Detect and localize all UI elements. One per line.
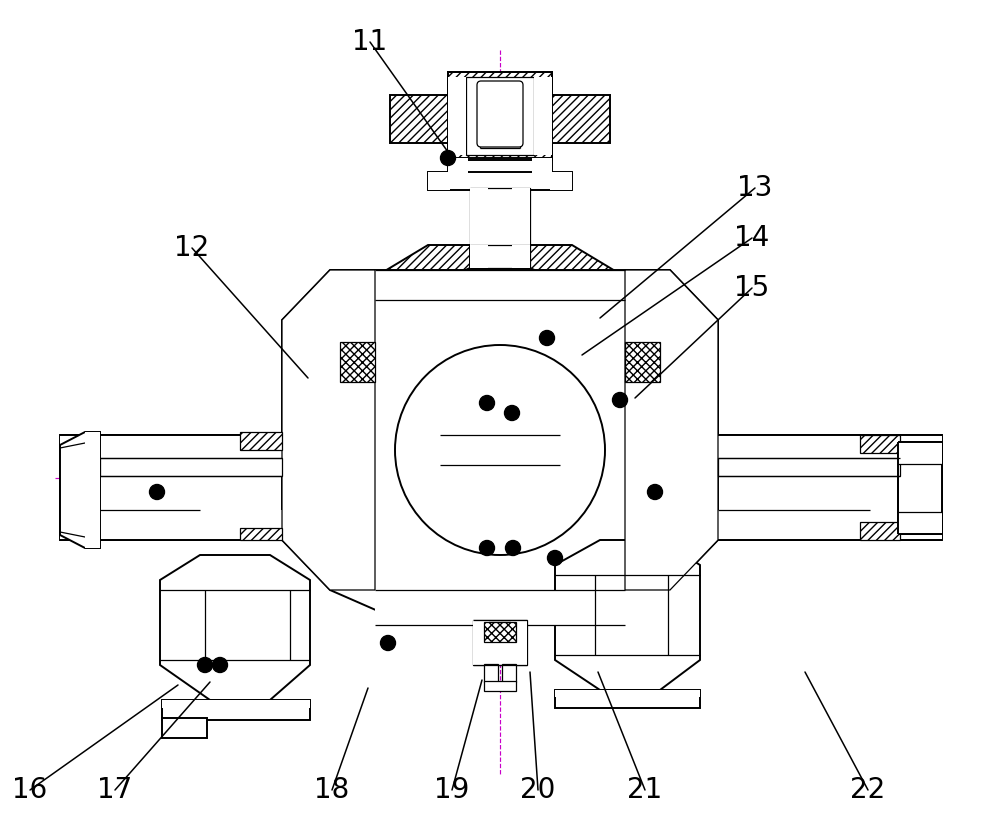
Bar (898, 442, 942, 464)
Bar (473, 620, 527, 665)
Bar (555, 690, 700, 708)
Polygon shape (320, 245, 470, 360)
Polygon shape (60, 432, 100, 548)
Circle shape (505, 405, 520, 420)
Text: 12: 12 (174, 234, 210, 262)
Text: 22: 22 (850, 776, 886, 804)
Bar (473, 620, 489, 665)
Bar (290, 585, 308, 665)
Bar (375, 270, 625, 300)
Text: 11: 11 (352, 28, 388, 56)
Bar (448, 158, 552, 173)
Circle shape (548, 550, 562, 565)
Bar (512, 245, 530, 268)
Bar (860, 435, 900, 453)
Bar (512, 188, 530, 246)
Bar (466, 77, 534, 155)
Circle shape (212, 658, 228, 672)
Bar (448, 158, 468, 173)
Text: 20: 20 (520, 776, 556, 804)
Polygon shape (85, 432, 100, 548)
Bar (484, 664, 498, 682)
Bar (448, 72, 552, 160)
Bar (428, 172, 450, 190)
Text: 18: 18 (314, 776, 350, 804)
Polygon shape (282, 270, 375, 590)
Circle shape (480, 396, 494, 410)
Polygon shape (60, 435, 282, 540)
Bar (375, 590, 625, 625)
Polygon shape (160, 555, 310, 700)
Bar (898, 512, 942, 534)
Bar (502, 664, 516, 682)
Text: 16: 16 (12, 776, 48, 804)
Bar (470, 245, 488, 268)
Bar (340, 342, 375, 382)
Circle shape (380, 635, 396, 650)
Bar (484, 622, 516, 642)
Bar (163, 720, 205, 728)
Circle shape (395, 345, 605, 555)
Text: 17: 17 (97, 776, 133, 804)
Circle shape (540, 330, 554, 345)
Bar (625, 342, 660, 382)
Polygon shape (530, 245, 680, 360)
Bar (560, 570, 595, 660)
Bar (860, 522, 900, 540)
Circle shape (648, 485, 662, 499)
Text: 21: 21 (627, 776, 663, 804)
Circle shape (150, 485, 164, 499)
Bar (60, 510, 282, 540)
Bar (165, 585, 205, 665)
Polygon shape (625, 270, 718, 590)
Bar (448, 72, 552, 160)
Text: 19: 19 (434, 776, 470, 804)
Circle shape (612, 392, 628, 408)
Bar (470, 188, 530, 246)
Bar (555, 690, 700, 697)
Bar (532, 158, 552, 173)
Polygon shape (282, 270, 718, 625)
Bar (718, 435, 942, 470)
Text: 13: 13 (737, 174, 773, 202)
Bar (511, 620, 527, 665)
Text: 14: 14 (734, 224, 770, 252)
Bar (470, 188, 488, 246)
Bar (898, 442, 942, 534)
Bar (550, 172, 572, 190)
Bar (60, 435, 282, 470)
Bar (718, 458, 900, 476)
Bar (668, 570, 698, 660)
Circle shape (480, 541, 494, 555)
Bar (390, 95, 448, 143)
Circle shape (440, 151, 456, 166)
Polygon shape (555, 540, 700, 690)
Bar (100, 458, 282, 476)
Text: 15: 15 (734, 274, 770, 302)
Bar (534, 77, 552, 155)
Bar (470, 245, 530, 268)
Bar (552, 95, 610, 143)
Bar (448, 77, 466, 155)
Circle shape (506, 541, 520, 555)
Bar (162, 700, 310, 708)
Bar (718, 510, 942, 540)
Bar (240, 432, 282, 450)
Bar (484, 681, 516, 691)
Bar (428, 172, 572, 190)
FancyBboxPatch shape (477, 81, 523, 147)
Circle shape (198, 658, 212, 672)
Polygon shape (718, 435, 942, 540)
Bar (162, 718, 207, 738)
Bar (162, 700, 310, 720)
Bar (240, 528, 282, 540)
